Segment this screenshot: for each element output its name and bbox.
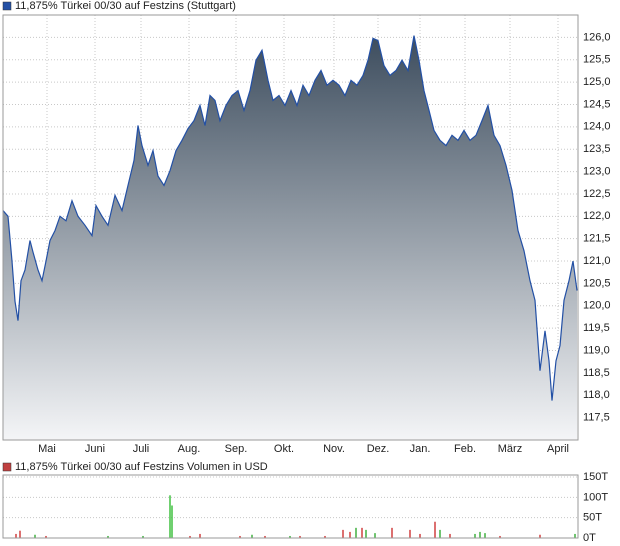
x-tick-label: April [547, 443, 569, 455]
x-tick-label: Feb. [454, 443, 476, 455]
plot-frame [2, 474, 579, 539]
y-tick-label: 125,5 [583, 54, 611, 66]
x-tick-label: Sep. [225, 443, 248, 455]
y-tick-label: 122,0 [583, 210, 611, 222]
x-tick-label: Nov. [323, 443, 345, 455]
y-tick-label: 118,5 [583, 367, 610, 379]
y-tick-label: 119,5 [583, 322, 610, 334]
legend-swatch [2, 462, 12, 472]
y-tick-label: 125,0 [583, 76, 611, 88]
x-tick-label: Jan. [410, 443, 431, 455]
x-tick-label: Aug. [178, 443, 201, 455]
y-tick-label: 124,5 [583, 98, 611, 110]
legend-label: 11,875% Türkei 00/30 auf Festzins (Stutt… [15, 0, 236, 12]
x-tick-label: März [498, 443, 522, 455]
x-tick-label: Juli [133, 443, 150, 455]
y-tick-label: 120,5 [583, 277, 611, 289]
y-tick-label: 121,0 [583, 255, 611, 267]
y-tick-label: 122,5 [583, 188, 611, 200]
y-tick-label: 150T [583, 471, 608, 483]
y-tick-label: 117,5 [583, 412, 610, 424]
y-tick-label: 123,5 [583, 143, 611, 155]
legend-swatch [2, 1, 12, 11]
y-tick-label: 118,0 [583, 389, 610, 401]
x-tick-label: Okt. [274, 443, 294, 455]
y-tick-label: 121,5 [583, 233, 611, 245]
x-tick-label: Dez. [367, 443, 390, 455]
x-tick-label: Mai [38, 443, 56, 455]
y-tick-label: 123,0 [583, 165, 611, 177]
legend-label: 11,875% Türkei 00/30 auf Festzins Volume… [15, 461, 268, 473]
y-tick-label: 120,0 [583, 300, 611, 312]
y-tick-label: 0T [583, 532, 596, 544]
y-tick-label: 50T [583, 512, 602, 524]
plot-frame [2, 14, 579, 441]
y-tick-label: 124,0 [583, 121, 611, 133]
price-line [2, 35, 578, 401]
y-tick-label: 126,0 [583, 31, 611, 43]
area-fill [3, 35, 577, 440]
x-tick-label: Juni [85, 443, 105, 455]
y-tick-label: 100T [583, 491, 608, 503]
y-tick-label: 119,0 [583, 344, 610, 356]
